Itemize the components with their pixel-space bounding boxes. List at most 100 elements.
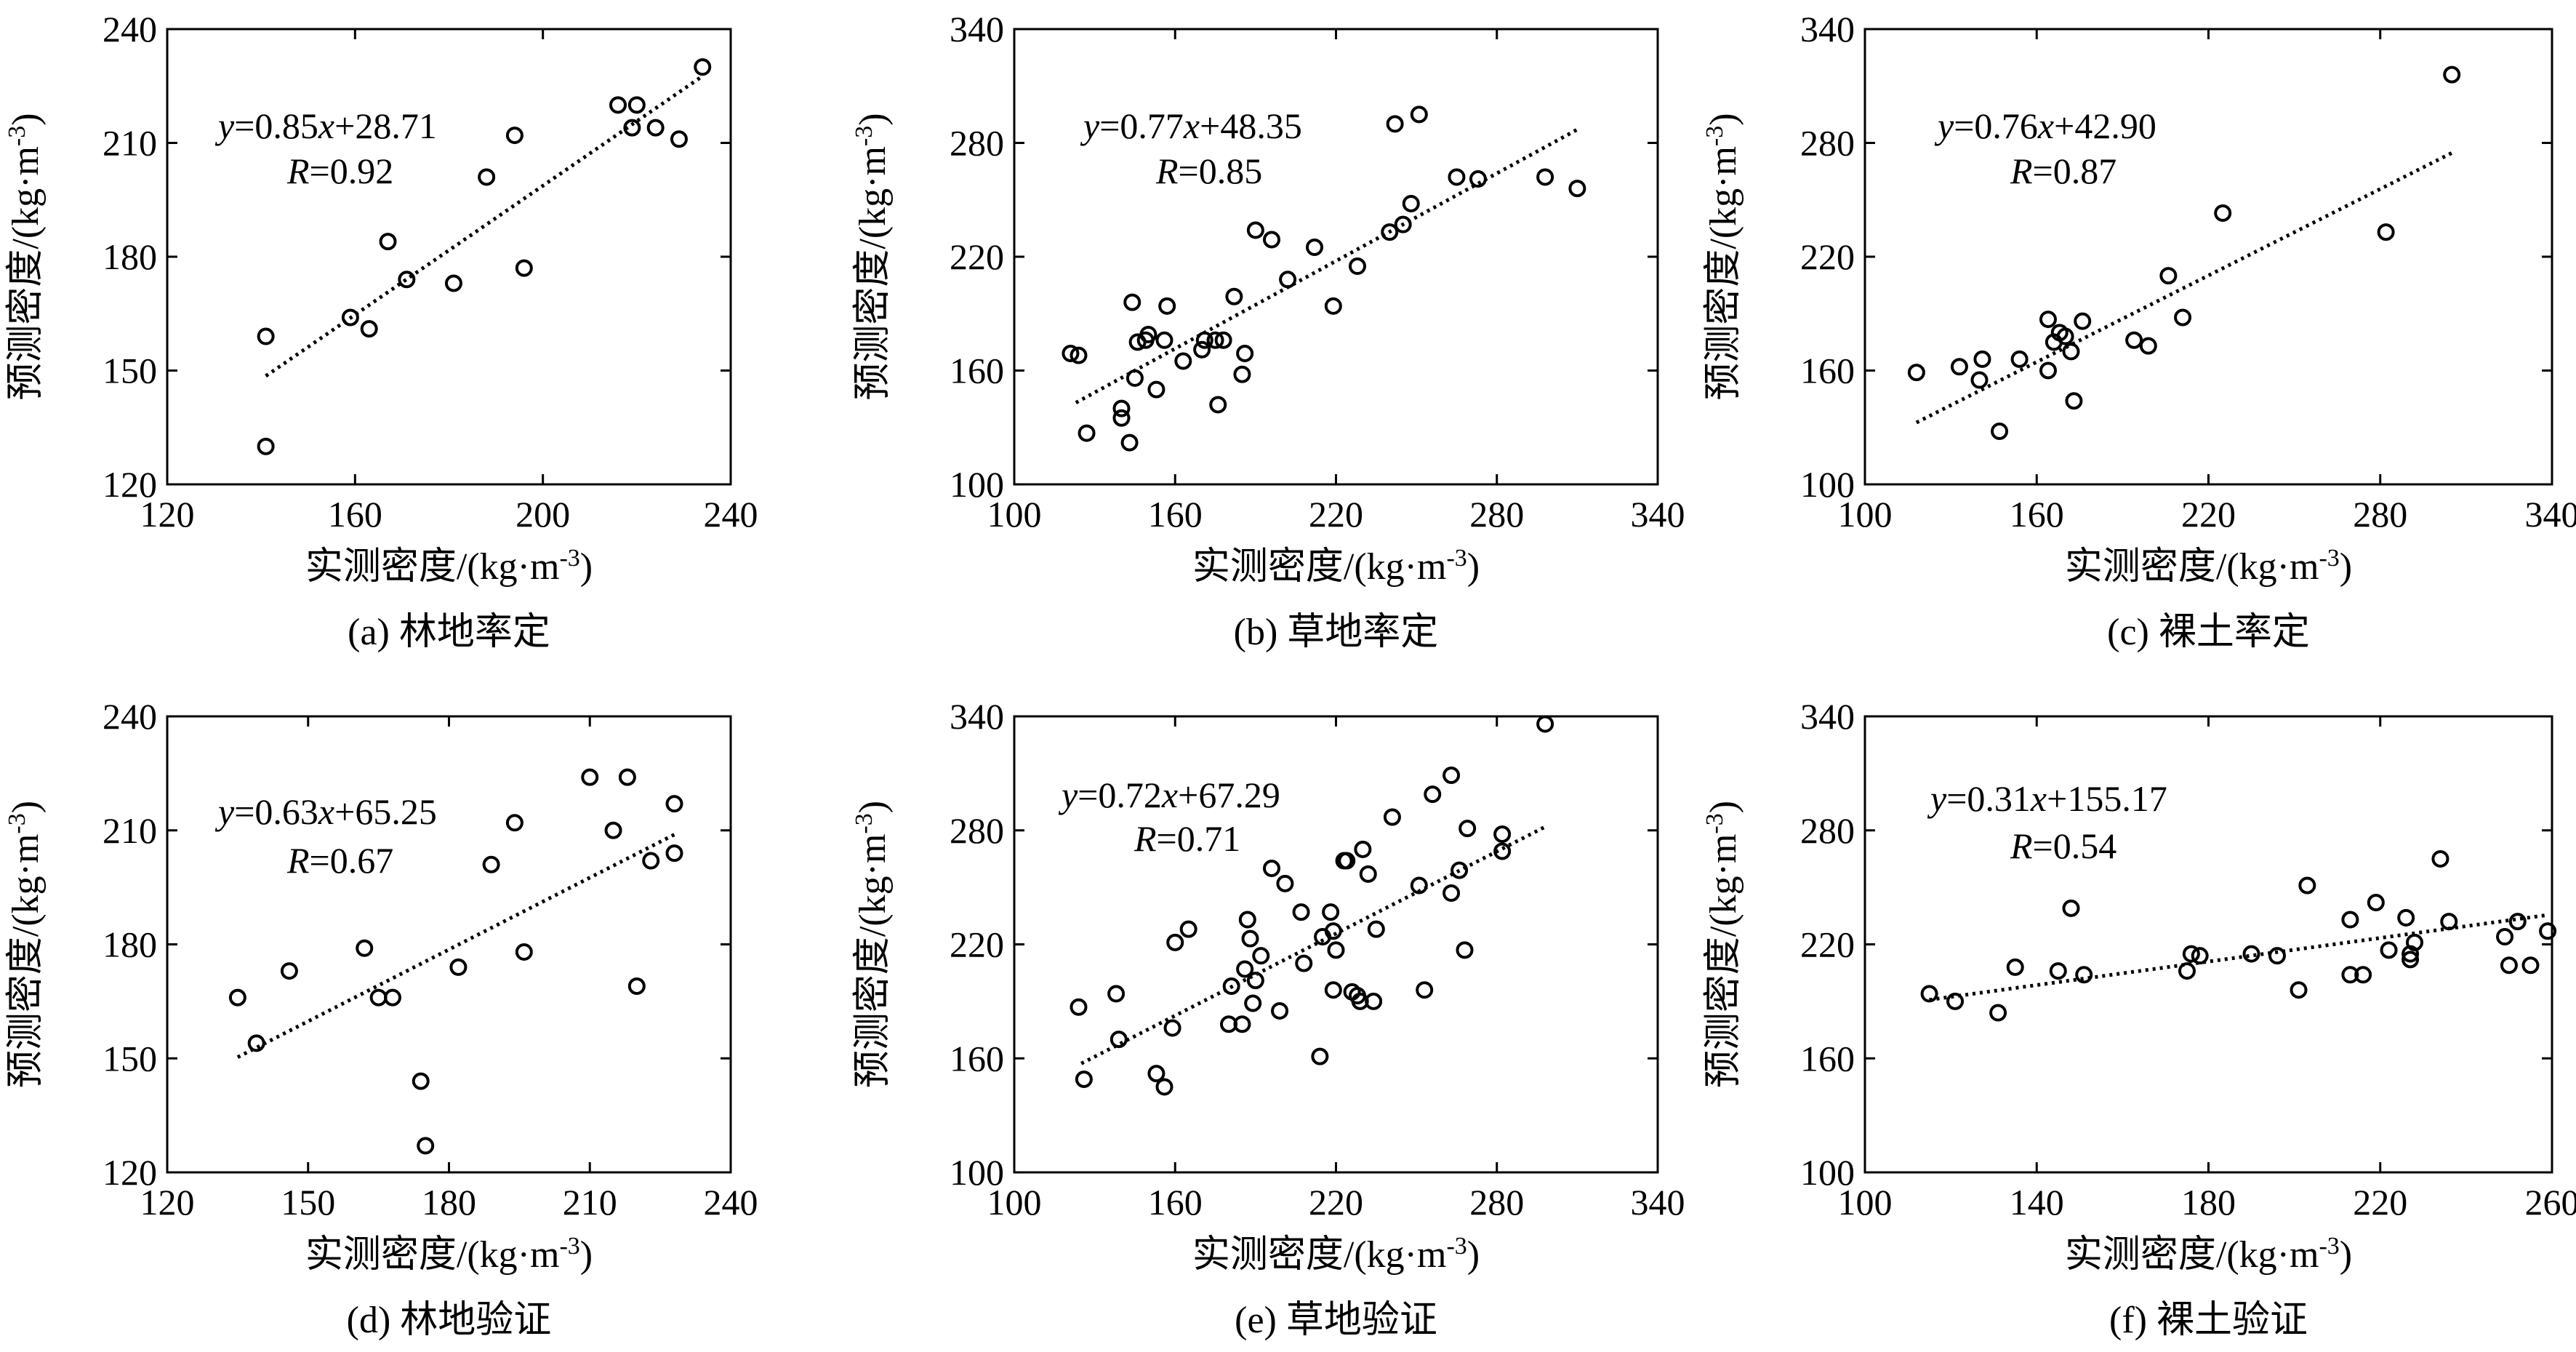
regression-line	[1075, 127, 1578, 404]
data-point	[1139, 325, 1157, 343]
data-point	[1469, 170, 1487, 188]
data-point	[2341, 966, 2359, 984]
y-tick-label: 180	[103, 236, 157, 277]
data-point	[1244, 994, 1262, 1012]
x-tick-label: 220	[1309, 1182, 1363, 1223]
x-tick-label: 220	[2181, 494, 2236, 535]
data-point	[1236, 960, 1254, 978]
data-point	[1920, 985, 1938, 1003]
data-point	[379, 233, 397, 251]
data-point	[2065, 392, 2083, 410]
data-point	[1206, 331, 1224, 349]
correlation-label: R=0.71	[1133, 818, 1240, 859]
data-point	[2006, 958, 2024, 976]
data-point	[1246, 972, 1264, 990]
data-point	[1450, 861, 1469, 879]
data-point	[2397, 908, 2415, 927]
data-point	[1112, 409, 1131, 427]
data-point	[1123, 293, 1141, 311]
correlation-label: R=0.54	[2010, 825, 2116, 866]
x-axis-label: 实测密度/(kg·m-3)	[1192, 1233, 1480, 1276]
data-point	[1381, 223, 1399, 241]
data-point	[1174, 352, 1192, 370]
data-point	[1179, 920, 1197, 938]
data-point	[1214, 331, 1232, 349]
data-point	[2049, 962, 2067, 980]
y-axis-label: 预测密度/(kg·m-3)	[851, 113, 894, 400]
correlation-label: R=0.85	[1155, 151, 1262, 191]
plot-frame	[166, 715, 732, 1174]
data-point	[1311, 1047, 1329, 1065]
data-point	[2182, 945, 2200, 963]
data-point	[2539, 922, 2557, 940]
data-point	[257, 327, 275, 345]
plot-frame	[166, 28, 732, 486]
data-point	[1279, 271, 1297, 289]
y-tick-label: 220	[1800, 924, 1855, 965]
x-tick-label: 150	[281, 1182, 335, 1223]
data-point	[2268, 947, 2286, 965]
data-point	[1448, 168, 1466, 186]
data-point	[1236, 345, 1254, 363]
chart-panel-d: 120 150 180 210 240 120 150 180 210 240 实测密度/(kg·m…	[4, 696, 758, 1341]
data-point	[2242, 945, 2260, 963]
data-point	[2406, 933, 2423, 951]
data-point	[2062, 899, 2080, 917]
data-point	[360, 320, 378, 338]
data-point	[1443, 884, 1461, 902]
data-point	[1233, 1015, 1251, 1033]
y-tick-label: 340	[950, 9, 1004, 49]
data-point	[1973, 350, 1991, 368]
data-point	[2174, 308, 2192, 327]
y-tick-label: 150	[103, 351, 157, 391]
data-point	[2500, 956, 2518, 975]
x-tick-label: 160	[1148, 494, 1203, 535]
data-point	[1424, 785, 1442, 804]
y-tick-label: 100	[1800, 1152, 1855, 1193]
x-axis-label: 实测密度/(kg·m-3)	[2065, 1233, 2352, 1276]
correlation-label: R=0.87	[2010, 151, 2116, 191]
y-axis-label: 预测密度/(kg·m-3)	[1701, 113, 1744, 400]
data-point	[2440, 913, 2458, 931]
x-axis-label: 实测密度/(kg·m-3)	[305, 545, 593, 588]
data-point	[1263, 231, 1280, 249]
x-tick-label: 240	[704, 494, 758, 535]
y-tick-label: 220	[950, 924, 1004, 965]
y-tick-label: 340	[1800, 696, 1855, 737]
y-tick-label: 240	[103, 9, 157, 49]
x-tick-label: 100	[987, 1182, 1042, 1223]
x-axis-label: 实测密度/(kg·m-3)	[2065, 545, 2352, 588]
data-point	[482, 855, 500, 873]
y-tick-label: 340	[950, 696, 1004, 737]
data-point	[2010, 350, 2029, 368]
data-point	[1126, 369, 1144, 387]
data-point	[515, 259, 533, 277]
data-point	[627, 96, 646, 114]
data-point	[505, 814, 523, 832]
x-tick-label: 160	[2010, 494, 2064, 535]
regression-line	[1929, 913, 2548, 1002]
data-point	[670, 130, 688, 148]
regression-line	[1080, 825, 1546, 1065]
data-point	[369, 988, 388, 1007]
y-tick-label: 160	[1800, 1038, 1855, 1079]
data-point	[1306, 238, 1323, 256]
data-point	[2380, 941, 2398, 959]
data-point	[1252, 947, 1270, 965]
data-point	[1062, 345, 1080, 363]
data-point	[627, 977, 646, 995]
regression-equation: y=0.63x+65.25	[214, 791, 437, 832]
data-point	[2191, 947, 2209, 965]
data-point	[356, 939, 374, 957]
correlation-label: R=0.92	[286, 151, 393, 191]
data-point	[449, 958, 468, 976]
y-tick-label: 120	[103, 464, 157, 505]
data-point	[1402, 194, 1420, 212]
data-point	[280, 962, 298, 980]
data-point	[1416, 981, 1434, 999]
data-point	[1443, 766, 1461, 784]
data-point	[1155, 1078, 1173, 1096]
panel-caption: (a) 林地率定	[348, 612, 550, 653]
data-point	[2367, 894, 2385, 912]
